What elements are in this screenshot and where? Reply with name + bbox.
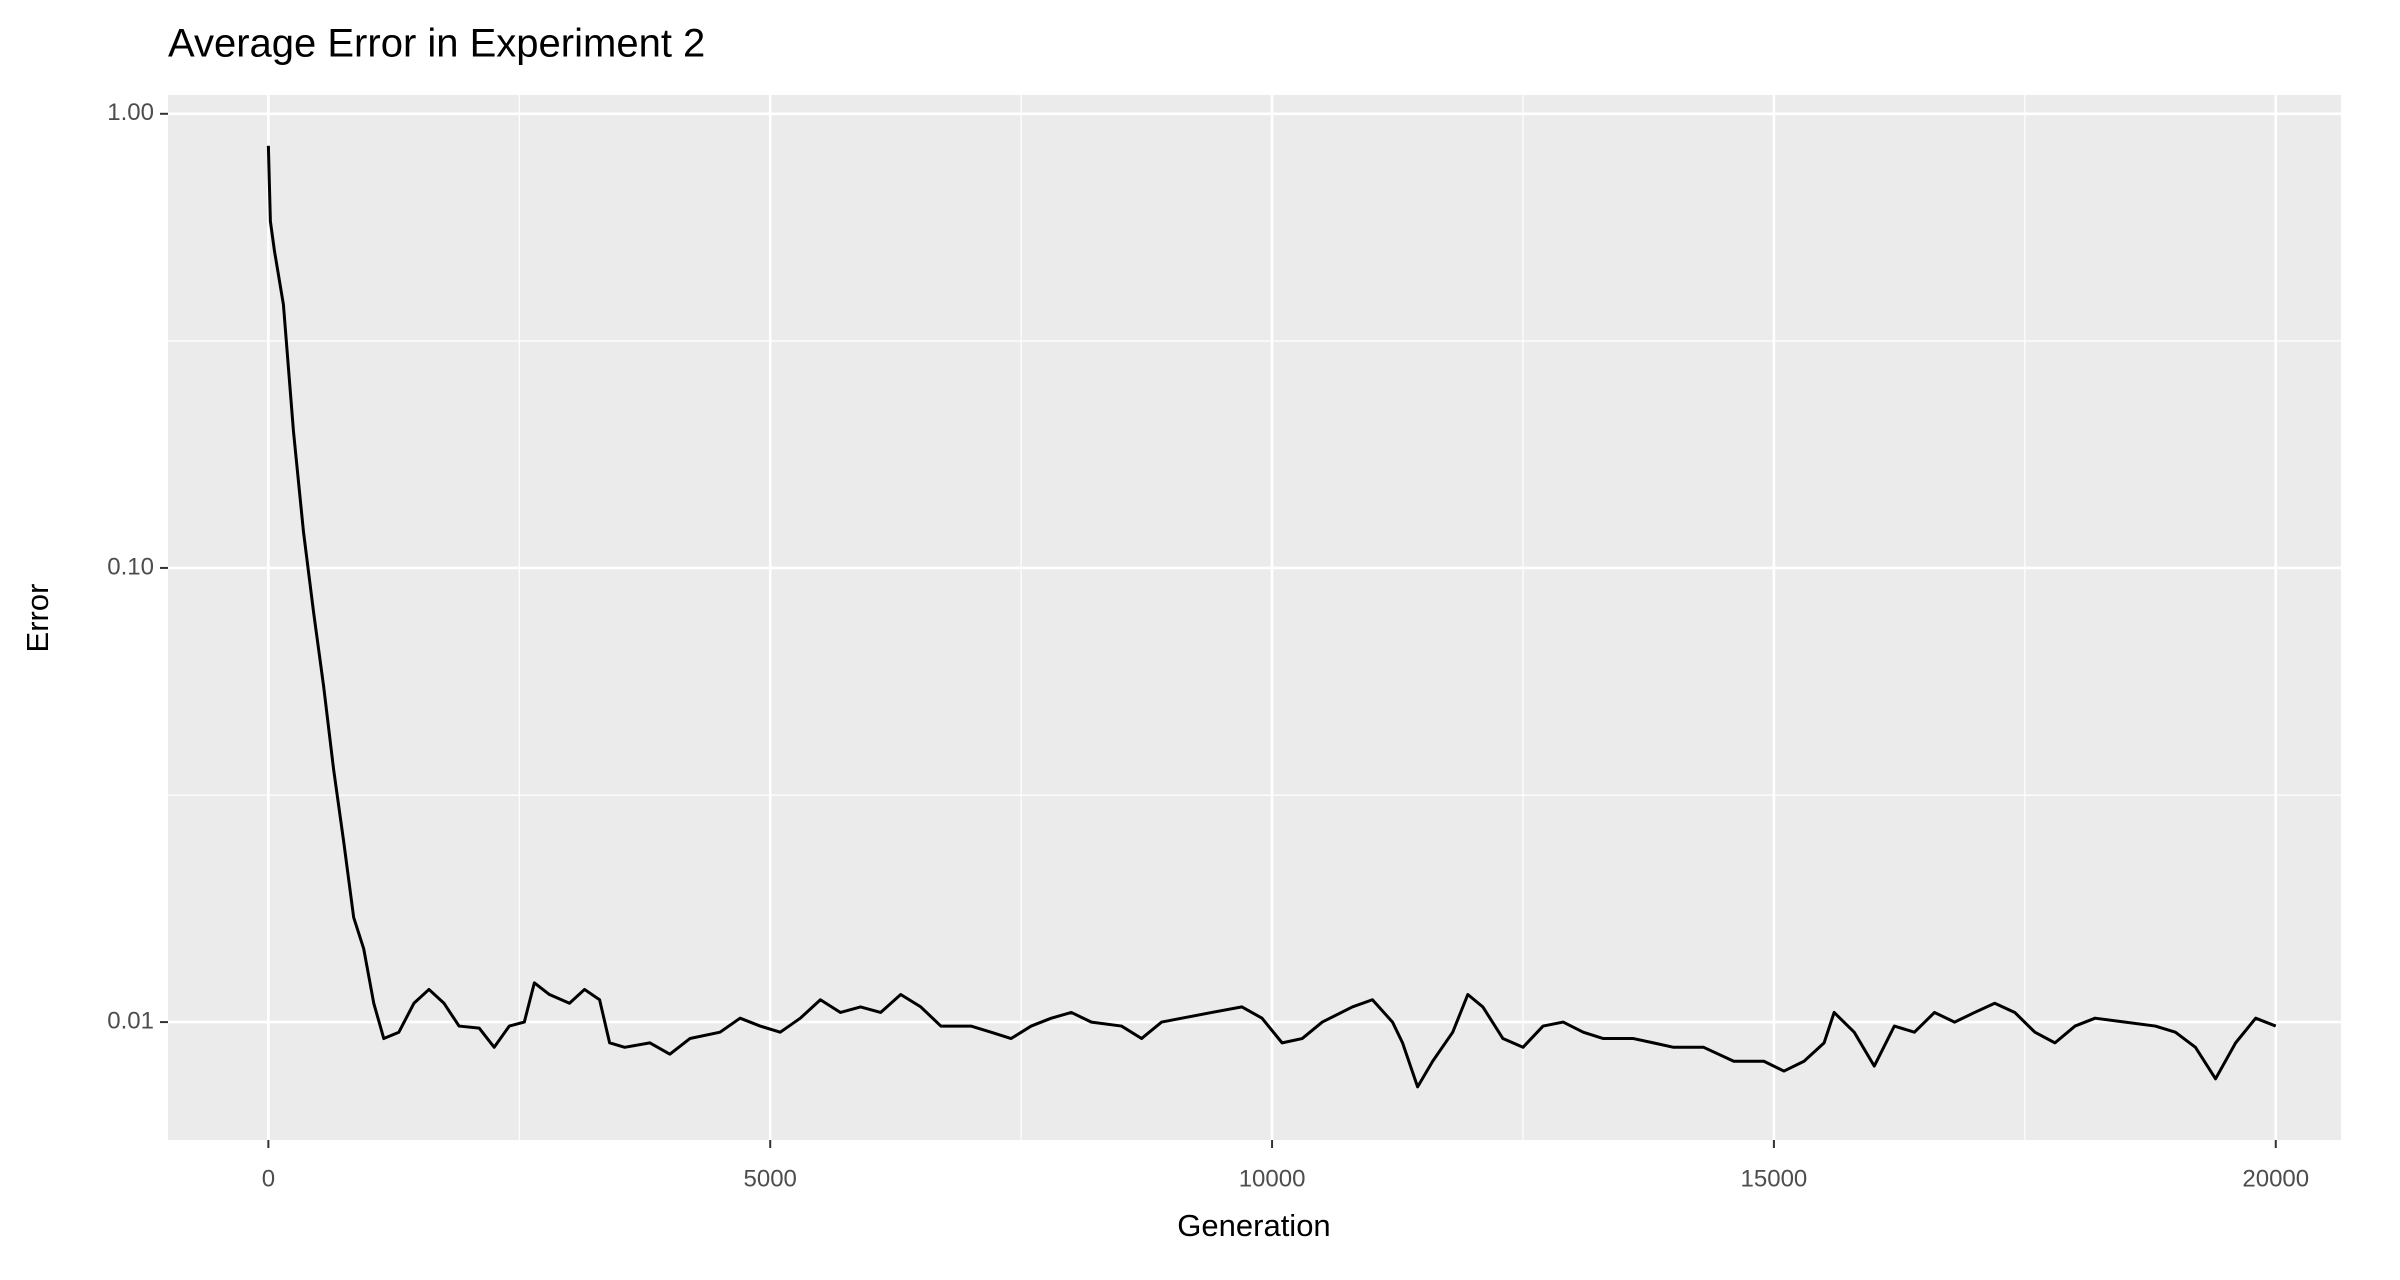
y-tick-label: 0.10 [107,553,154,580]
chart-title: Average Error in Experiment 2 [168,22,705,66]
x-tick-label: 10000 [1239,1165,1306,1192]
x-axis-title: Generation [1177,1208,1330,1243]
line [266,145,2277,1089]
panel [168,95,2341,1140]
x-tick-label: 0 [262,1165,275,1192]
x-tick-label: 20000 [2242,1165,2309,1192]
y-tick-label: 0.01 [107,1007,154,1034]
x-tick-label: 15000 [1741,1165,1808,1192]
y-axis-title: Error [20,584,55,653]
y-tick-label: 1.00 [107,99,154,126]
x-tick-label: 5000 [744,1165,797,1192]
